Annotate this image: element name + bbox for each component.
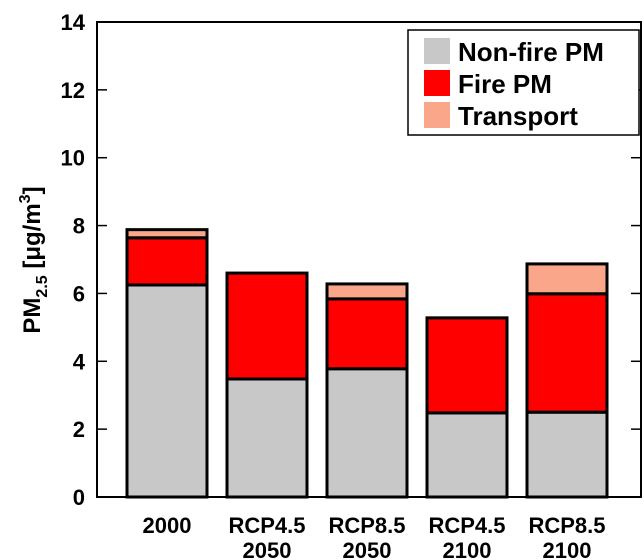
y-label-end: ] <box>19 186 46 194</box>
legend-label: Transport <box>458 101 578 131</box>
legend-label: Fire PM <box>458 69 552 99</box>
x-tick-label: 2000 <box>143 513 192 538</box>
plot-frame <box>96 21 642 498</box>
legend-swatch <box>424 38 450 64</box>
legend-swatch <box>424 70 450 96</box>
bar-segment <box>125 228 209 240</box>
bar-segment <box>325 367 409 499</box>
y-tick-label: 12 <box>61 78 85 103</box>
y-tick-label: 0 <box>73 485 85 510</box>
bar-segment <box>525 262 609 296</box>
bar-segment <box>125 283 209 499</box>
y-tick-label: 2 <box>73 417 85 442</box>
bar-segment <box>425 411 509 499</box>
bar-segment <box>525 410 609 499</box>
y-tick-label: 10 <box>61 146 85 171</box>
bar-segment <box>125 236 209 287</box>
y-tick-label: 14 <box>61 10 86 35</box>
x-tick-label: RCP8.5 2100 <box>528 513 605 560</box>
y-label-mid: [μg/m <box>19 203 46 275</box>
y-label-sub: 2.5 <box>34 275 51 297</box>
x-tick-label: RCP4.5 2100 <box>428 513 505 560</box>
y-label-base: PM <box>19 298 46 334</box>
bar-segment <box>525 292 609 414</box>
bar-segment <box>425 316 509 415</box>
y-label-sup: 3 <box>17 194 34 203</box>
y-tick-label: 4 <box>73 349 86 374</box>
legend-swatch <box>424 102 450 128</box>
y-axis-label: PM2.5 [μg/m3] <box>17 186 51 333</box>
legend-label: Non-fire PM <box>458 37 604 67</box>
y-tick-label: 6 <box>73 281 85 306</box>
y-tick-label: 8 <box>73 214 85 239</box>
bar-segment <box>325 282 409 301</box>
bar-segment <box>225 271 309 381</box>
bar-segment <box>325 297 409 371</box>
x-tick-label: RCP8.5 2050 <box>328 513 405 560</box>
bar-segment <box>225 377 309 499</box>
x-tick-label: RCP4.5 2050 <box>228 513 305 560</box>
